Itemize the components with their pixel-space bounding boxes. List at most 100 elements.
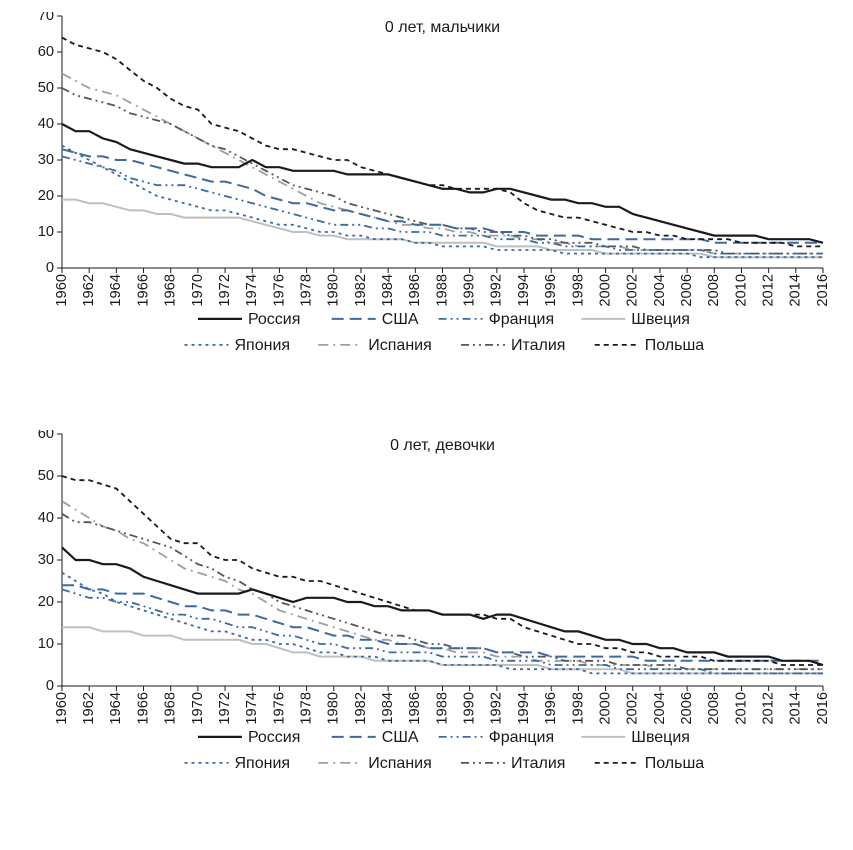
x-tick-label: 1974	[244, 274, 260, 307]
legend-label: Италия	[511, 755, 565, 772]
x-tick-label: 1982	[353, 274, 369, 307]
x-tick-label: 1996	[543, 274, 559, 307]
x-tick-label: 1982	[353, 692, 369, 725]
series-italy	[62, 514, 823, 669]
x-tick-label: 2014	[788, 274, 804, 307]
y-tick-label: 0	[46, 260, 54, 276]
x-tick-label: 2014	[788, 692, 804, 725]
legend-label: США	[382, 311, 419, 328]
legend-item-france: Франция	[439, 729, 555, 746]
legend-item-usa: США	[332, 311, 419, 328]
series-usa	[62, 585, 823, 661]
x-tick-label: 1960	[54, 692, 70, 725]
chart-girls: 0102030405060196019621964196619681970197…	[20, 430, 833, 838]
y-tick-label: 10	[38, 224, 54, 240]
chart-boys: 0102030405060701960196219641966196819701…	[20, 12, 833, 420]
x-tick-label: 1996	[543, 692, 559, 725]
x-tick-label: 2012	[761, 692, 777, 725]
x-tick-label: 2002	[625, 692, 641, 725]
legend-label: Япония	[235, 755, 291, 772]
series-russia	[62, 124, 823, 243]
x-tick-label: 2004	[652, 692, 668, 725]
x-tick-label: 2006	[679, 274, 695, 307]
y-tick-label: 30	[38, 152, 54, 168]
legend-item-russia: Россия	[198, 729, 300, 746]
x-tick-label: 2016	[815, 274, 831, 307]
x-tick-label: 2010	[733, 692, 749, 725]
x-tick-label: 1972	[217, 274, 233, 307]
legend-label: Япония	[235, 337, 291, 354]
series-usa	[62, 149, 823, 243]
legend-item-usa: США	[332, 729, 419, 746]
y-tick-label: 50	[38, 468, 54, 484]
x-tick-label: 1988	[434, 692, 450, 725]
x-tick-label: 1980	[326, 274, 342, 307]
panel-girls: 0102030405060196019621964196619681970197…	[20, 430, 833, 838]
x-tick-label: 1962	[81, 692, 97, 725]
x-tick-label: 1994	[516, 274, 532, 307]
legend-label: Швеция	[631, 311, 690, 328]
legend-item-sweden: Швеция	[581, 311, 690, 328]
legend-item-italy: Италия	[461, 337, 565, 354]
legend-item-spain: Испания	[318, 337, 432, 354]
series-russia	[62, 547, 823, 665]
legend-item-japan: Япония	[185, 337, 291, 354]
x-tick-label: 2016	[815, 692, 831, 725]
y-tick-label: 0	[46, 678, 54, 694]
y-tick-label: 40	[38, 116, 54, 132]
x-tick-label: 1978	[298, 274, 314, 307]
legend-label: Испания	[368, 755, 432, 772]
x-tick-label: 1970	[190, 274, 206, 307]
legend-label: Польша	[645, 337, 705, 354]
x-tick-label: 1984	[380, 274, 396, 307]
x-tick-label: 1986	[407, 274, 423, 307]
chart-title: 0 лет, мальчики	[385, 19, 500, 36]
x-tick-label: 1964	[108, 274, 124, 307]
x-tick-label: 2000	[597, 274, 613, 307]
x-tick-label: 1998	[570, 692, 586, 725]
legend-label: Швеция	[631, 729, 690, 746]
x-tick-label: 1976	[271, 274, 287, 307]
series-sweden	[62, 627, 823, 673]
x-tick-label: 1966	[135, 274, 151, 307]
y-tick-label: 10	[38, 636, 54, 652]
legend-item-poland: Польша	[595, 337, 705, 354]
legend-item-russia: Россия	[198, 311, 300, 328]
x-tick-label: 1962	[81, 274, 97, 307]
x-tick-label: 2010	[733, 274, 749, 307]
x-tick-label: 1960	[54, 274, 70, 307]
legend-label: Испания	[368, 337, 432, 354]
legend-item-spain: Испания	[318, 755, 432, 772]
x-tick-label: 1966	[135, 692, 151, 725]
legend-item-japan: Япония	[185, 755, 291, 772]
x-tick-label: 1968	[163, 274, 179, 307]
x-tick-label: 1992	[489, 692, 505, 725]
legend-item-poland: Польша	[595, 755, 705, 772]
legend-label: Польша	[645, 755, 705, 772]
y-tick-label: 30	[38, 552, 54, 568]
panel-boys: 0102030405060701960196219641966196819701…	[20, 12, 833, 420]
x-tick-label: 1998	[570, 274, 586, 307]
legend-label: США	[382, 729, 419, 746]
x-tick-label: 1964	[108, 692, 124, 725]
x-tick-label: 2002	[625, 274, 641, 307]
x-tick-label: 1990	[462, 692, 478, 725]
y-tick-label: 60	[38, 430, 54, 442]
series-spain	[62, 501, 823, 669]
x-tick-label: 1984	[380, 692, 396, 725]
x-tick-label: 1976	[271, 692, 287, 725]
x-tick-label: 1986	[407, 692, 423, 725]
x-tick-label: 2006	[679, 692, 695, 725]
y-tick-label: 20	[38, 594, 54, 610]
x-tick-label: 1992	[489, 274, 505, 307]
x-tick-label: 1994	[516, 692, 532, 725]
x-tick-label: 1980	[326, 692, 342, 725]
legend-label: Франция	[489, 311, 555, 328]
x-tick-label: 2008	[706, 274, 722, 307]
y-tick-label: 60	[38, 44, 54, 60]
legend-label: Италия	[511, 337, 565, 354]
x-tick-label: 1990	[462, 274, 478, 307]
x-tick-label: 1972	[217, 692, 233, 725]
y-tick-label: 70	[38, 12, 54, 24]
x-tick-label: 1968	[163, 692, 179, 725]
